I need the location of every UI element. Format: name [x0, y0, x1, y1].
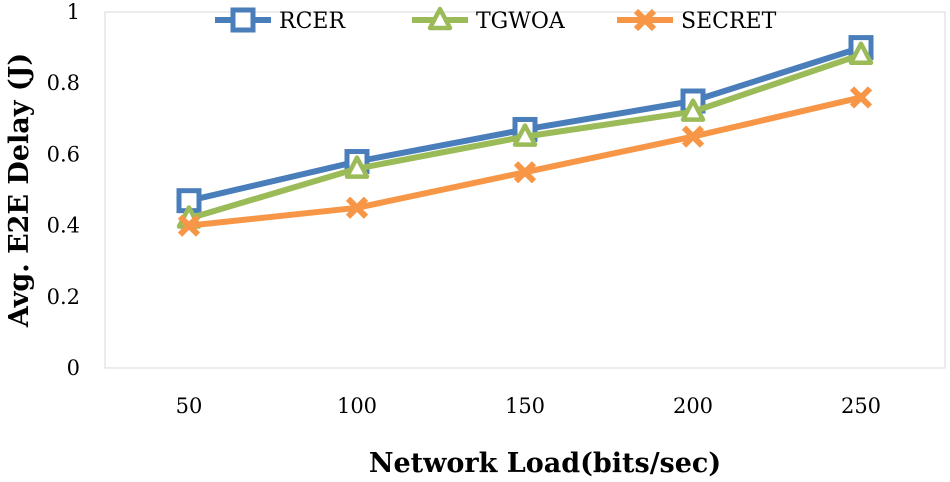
data-point-secret	[345, 196, 369, 219]
legend-item-tgwoa: TGWOA	[412, 6, 566, 34]
x-marker-stroke	[513, 161, 537, 184]
legend-label-tgwoa: TGWOA	[476, 9, 566, 34]
y-tick-label: 0	[67, 356, 80, 380]
data-point-tgwoa	[512, 123, 538, 147]
legend-marker-secret	[633, 8, 657, 32]
x-tick-label: 250	[841, 394, 881, 418]
y-tick-label: 0.6	[47, 142, 80, 166]
x-marker-stroke	[177, 214, 201, 237]
x-tick-label: 100	[337, 394, 377, 418]
series-tgwoa	[176, 41, 874, 229]
data-point-secret	[177, 214, 201, 237]
x-marker-stroke	[345, 196, 369, 219]
series-line-secret	[188, 94, 862, 229]
x-axis-ticks: 50 100 150 200 250	[176, 394, 881, 418]
plot-area	[104, 11, 946, 369]
y-tick-label: 0.4	[47, 214, 80, 238]
data-point-tgwoa	[848, 41, 874, 65]
series-secret	[177, 86, 873, 237]
y-axis-title: Avg. E2E Delay (J)	[4, 53, 35, 328]
legend-label-secret: SECRET	[681, 9, 777, 34]
x-axis-title: Network Load(bits/sec)	[369, 448, 721, 479]
data-point-secret	[681, 125, 705, 148]
plot-border	[104, 11, 946, 369]
x-marker-stroke	[633, 8, 657, 32]
x-tick-label: 150	[505, 394, 545, 418]
y-tick-label: 1	[67, 0, 80, 24]
legend: RCER TGWOA SECRET	[215, 6, 777, 34]
legend-marker-tgwoa	[427, 6, 453, 31]
legend-item-secret: SECRET	[617, 8, 777, 34]
legend-marker-rcer	[230, 7, 256, 33]
legend-label-rcer: RCER	[279, 9, 346, 34]
y-tick-label: 0.8	[47, 71, 80, 95]
x-tick-label: 50	[176, 394, 203, 418]
legend-item-rcer: RCER	[215, 7, 346, 34]
y-axis-ticks: 0 0.2 0.4 0.6 0.8 1	[47, 0, 80, 380]
y-tick-label: 0.2	[47, 285, 80, 309]
x-marker-stroke	[681, 125, 705, 148]
x-tick-label: 200	[673, 394, 713, 418]
data-point-tgwoa	[344, 155, 370, 179]
x-marker-stroke	[849, 86, 873, 109]
data-point-secret	[849, 86, 873, 109]
data-point-tgwoa	[680, 98, 706, 122]
data-point-secret	[513, 161, 537, 184]
series-layer	[176, 35, 874, 237]
